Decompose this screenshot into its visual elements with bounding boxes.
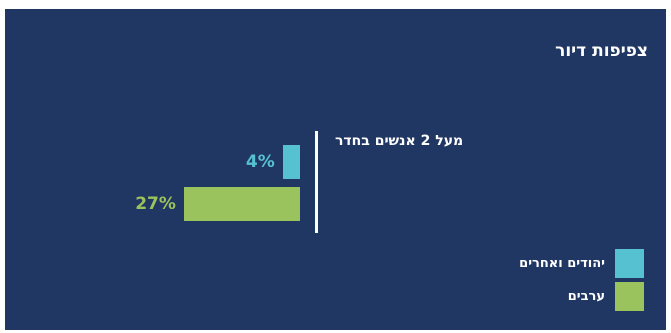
bar-jews-and-others [282,145,300,179]
value-label-jews-and-others: 4% [245,152,275,172]
legend-swatch-jews-and-others [615,248,644,278]
bar-arabs [183,187,300,221]
value-label-arabs: 27% [135,194,176,214]
category-label: מעל 2 אנשים בחדר [335,133,464,149]
legend-item-arabs: ערבים [567,281,644,311]
chart-title: צפיפות דיור [555,41,648,61]
legend-label-arabs: ערבים [567,288,605,304]
legend-item-jews-and-others: יהודים ואחרים [519,248,644,278]
legend-label-jews-and-others: יהודים ואחרים [519,255,605,271]
legend-swatch-arabs [615,281,644,311]
axis-line [315,131,318,233]
chart-panel: צפיפות דיור מעל 2 אנשים בחדר 4% 27% יהוד… [5,9,666,330]
